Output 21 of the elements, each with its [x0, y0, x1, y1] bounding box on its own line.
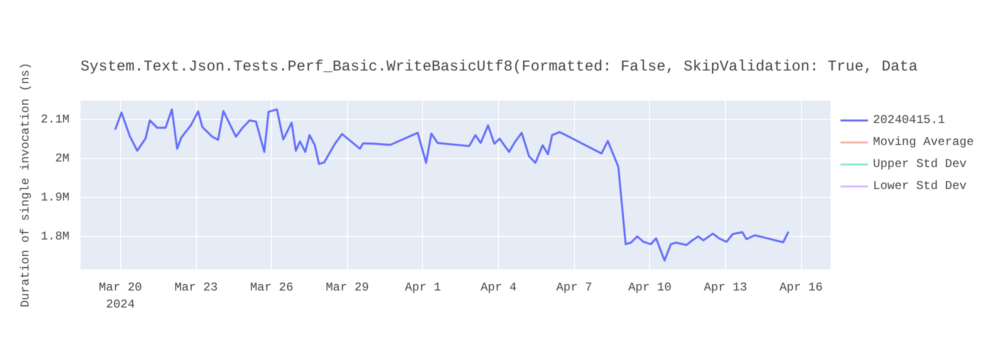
y-tick-label: 2.1M	[40, 112, 70, 127]
y-tick-label: 1.9M	[40, 190, 70, 204]
x-tick-label: Apr 1	[404, 280, 441, 294]
x-tick-label: Apr 4	[480, 280, 517, 294]
x-tick-label: Apr 16	[779, 280, 823, 294]
line-series	[114, 108, 790, 262]
x-tick-label: Mar 20 2024	[98, 280, 142, 312]
x-tick-label: Apr 13	[704, 280, 748, 294]
x-tick-label: Mar 23	[174, 280, 218, 294]
legend-label: 20240415.1	[873, 113, 946, 127]
legend-label: Moving Average	[873, 135, 974, 149]
chart-title: System.Text.Json.Tests.Perf_Basic.WriteBasicUtf8(Formatted: False, SkipValidation: True, Data	[80, 58, 918, 76]
x-tick-label: Apr 7	[556, 280, 592, 294]
y-axis-title: Duration of single invocation (ns)	[18, 62, 33, 308]
y-tick-label: 1.8M	[40, 229, 70, 244]
x-tick-label: Mar 29	[326, 280, 369, 294]
y-tick-label: 2M	[55, 152, 70, 166]
legend-label: Upper Std Dev	[873, 157, 967, 171]
legend-label: Lower Std Dev	[873, 179, 967, 193]
x-tick-label: Apr 10	[628, 280, 672, 294]
x-tick-label: Mar 26	[250, 280, 294, 294]
